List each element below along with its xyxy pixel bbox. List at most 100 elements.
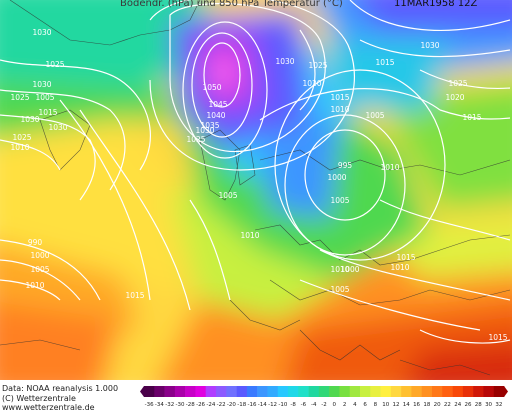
scale-swatch bbox=[205, 386, 217, 397]
website: www.wetterzentrale.de bbox=[2, 403, 95, 412]
isobar-label: 1010 bbox=[10, 143, 29, 152]
isobar-label: 1015 bbox=[38, 108, 57, 117]
scale-tick-label: -18 bbox=[237, 402, 246, 408]
isobar-label: 1010 bbox=[380, 163, 399, 172]
scale-swatch bbox=[267, 386, 279, 397]
scale-swatch bbox=[411, 386, 423, 397]
scale-swatch bbox=[257, 386, 268, 397]
scale-right-arrow bbox=[504, 386, 508, 397]
scale-tick-label: -12 bbox=[268, 402, 277, 408]
isobar-label: 1015 bbox=[396, 253, 415, 262]
scale-swatch bbox=[401, 386, 412, 397]
scale-swatch bbox=[144, 386, 155, 397]
isobar-label: 1030 bbox=[32, 80, 51, 89]
isobar-label: 1030 bbox=[48, 123, 67, 132]
scale-swatch bbox=[236, 386, 248, 397]
scale-tick-label: 24 bbox=[454, 402, 461, 408]
scale-swatch bbox=[452, 386, 464, 397]
scale-tick-label: -26 bbox=[196, 402, 205, 408]
scale-swatch bbox=[370, 386, 381, 397]
scale-tick-label: -28 bbox=[186, 402, 195, 408]
scale-tick-label: -22 bbox=[217, 402, 226, 408]
scale-tick-label: 10 bbox=[382, 402, 389, 408]
scale-tick-label: 12 bbox=[393, 402, 400, 408]
scale-swatch bbox=[349, 386, 361, 397]
isobar-label: 990 bbox=[28, 238, 43, 247]
isobar-label: 1015 bbox=[330, 93, 349, 102]
scale-swatch bbox=[339, 386, 351, 397]
isobar-label: 1005 bbox=[330, 285, 349, 294]
scale-tick-label: -8 bbox=[290, 402, 296, 408]
scale-tick-label: -16 bbox=[248, 402, 257, 408]
scale-swatch bbox=[432, 386, 443, 397]
isobar-label: 1005 bbox=[365, 111, 384, 120]
isobar-label: 1030 bbox=[20, 115, 39, 124]
scale-swatch bbox=[493, 386, 505, 397]
scale-left-arrow bbox=[140, 386, 144, 397]
isobar-label: 1045 bbox=[208, 100, 227, 109]
scale-swatch bbox=[483, 386, 495, 397]
scale-tick-label: 26 bbox=[465, 402, 472, 408]
isobar-label: 1035 bbox=[200, 121, 219, 130]
scale-swatch bbox=[318, 386, 330, 397]
isobar-label: 1005 bbox=[218, 191, 237, 200]
scale-tick-label: 4 bbox=[353, 402, 357, 408]
scale-tick-label: 16 bbox=[413, 402, 420, 408]
isobar-label: 1020 bbox=[445, 93, 464, 102]
isobar-label: 1020 bbox=[302, 79, 321, 88]
scale-swatch bbox=[421, 386, 433, 397]
scale-tick-label: 18 bbox=[423, 402, 430, 408]
scale-tick-label: 2 bbox=[343, 402, 347, 408]
scale-swatch bbox=[195, 386, 207, 397]
scale-tick-label: -6 bbox=[301, 402, 307, 408]
isobar-label: 1015 bbox=[488, 333, 507, 342]
scale-swatch bbox=[308, 386, 320, 397]
scale-tick-label: 14 bbox=[403, 402, 410, 408]
isobar-label: 1030 bbox=[195, 126, 214, 135]
coastlines bbox=[0, 0, 511, 376]
isobar-label: 1015 bbox=[462, 113, 481, 122]
scale-tick-label: 0 bbox=[333, 402, 337, 408]
scale-swatch bbox=[246, 386, 258, 397]
isobar-label: 995 bbox=[338, 161, 353, 170]
isobar-label: 1005 bbox=[35, 93, 54, 102]
isobar-label: 1030 bbox=[420, 41, 439, 50]
map-title: Bodendr. (hPa) und 850 hPa Temperatur (°… bbox=[120, 0, 343, 9]
isobars bbox=[0, 0, 510, 343]
isobar-label: 1005 bbox=[330, 196, 349, 205]
isobar-label: 1010 bbox=[330, 265, 349, 274]
isobar-label: 1030 bbox=[32, 28, 51, 37]
temperature-color-scale: -36 -34 -32 -30 -28 -26 -24 -22 -20 -18 -16 -14 -12-… bbox=[140, 386, 508, 408]
scale-tick-label: -32 bbox=[165, 402, 174, 408]
isobar-label: 1030 bbox=[275, 57, 294, 66]
scale-tick-label: 28 bbox=[475, 402, 482, 408]
scale-swatch bbox=[288, 386, 299, 397]
scale-swatch bbox=[380, 386, 392, 397]
scale-swatch bbox=[226, 386, 237, 397]
scale-tick-label: -10 bbox=[278, 402, 287, 408]
scale-swatch bbox=[442, 386, 453, 397]
isobar-label: 1025 bbox=[308, 61, 327, 70]
scale-tick-label: 32 bbox=[495, 402, 502, 408]
scale-swatch bbox=[462, 386, 474, 397]
scale-tick-label: -24 bbox=[206, 402, 215, 408]
pressure-temperature-map: 1030102510301025103010251015101010051030… bbox=[0, 0, 512, 380]
isobar-label: 1000 bbox=[30, 251, 49, 260]
scale-tick-label: 6 bbox=[363, 402, 367, 408]
scale-tick-label: 22 bbox=[444, 402, 451, 408]
scale-tick-label: -36 bbox=[145, 402, 154, 408]
scale-tick-label: -34 bbox=[155, 402, 164, 408]
map-date: 11MAR1958 12Z bbox=[394, 0, 478, 9]
isobar-label: 1000 bbox=[327, 173, 346, 182]
isobar-label: 1025 bbox=[448, 79, 467, 88]
copyright: (C) Wetterzentrale bbox=[2, 394, 76, 403]
scale-swatch bbox=[329, 386, 340, 397]
scale-tick-label: -4 bbox=[311, 402, 317, 408]
scale-tick-label: -30 bbox=[176, 402, 185, 408]
isobar-label: 1000 bbox=[340, 265, 359, 274]
scale-swatch bbox=[216, 386, 227, 397]
scale-tick-label: -20 bbox=[227, 402, 236, 408]
isobar-label: 1025 bbox=[10, 93, 29, 102]
scale-swatch bbox=[298, 386, 309, 397]
scale-swatch bbox=[277, 386, 289, 397]
